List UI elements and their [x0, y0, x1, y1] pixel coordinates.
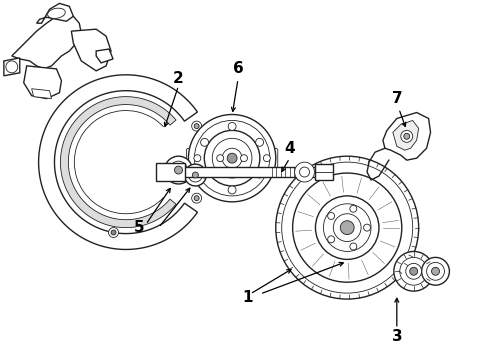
Circle shape [364, 224, 370, 231]
Circle shape [410, 267, 417, 275]
Circle shape [189, 114, 276, 202]
Text: 2: 2 [173, 71, 184, 86]
Text: 7: 7 [392, 91, 402, 106]
Circle shape [401, 130, 413, 142]
Circle shape [194, 123, 199, 129]
Circle shape [193, 172, 198, 178]
Text: 4: 4 [284, 141, 295, 156]
Circle shape [282, 162, 413, 293]
Circle shape [174, 166, 182, 174]
FancyBboxPatch shape [156, 163, 185, 181]
Circle shape [350, 205, 357, 212]
Circle shape [400, 257, 428, 285]
Ellipse shape [48, 8, 65, 18]
Circle shape [192, 193, 201, 203]
Text: 6: 6 [233, 61, 244, 76]
Circle shape [228, 186, 236, 194]
Polygon shape [96, 49, 113, 63]
Polygon shape [4, 58, 20, 76]
Polygon shape [12, 13, 81, 69]
Circle shape [299, 167, 310, 177]
Circle shape [200, 138, 209, 146]
FancyBboxPatch shape [187, 148, 278, 168]
Circle shape [340, 221, 354, 235]
Circle shape [194, 155, 201, 162]
Circle shape [350, 243, 357, 250]
Polygon shape [39, 75, 197, 249]
Text: 5: 5 [133, 220, 144, 235]
Circle shape [109, 228, 119, 238]
Circle shape [323, 204, 371, 251]
Circle shape [293, 173, 402, 282]
Circle shape [432, 267, 440, 275]
Polygon shape [72, 29, 111, 71]
Circle shape [406, 264, 421, 279]
Circle shape [212, 138, 252, 178]
Circle shape [256, 170, 264, 178]
Circle shape [256, 138, 264, 146]
Circle shape [276, 156, 418, 299]
Circle shape [200, 170, 209, 178]
Circle shape [192, 121, 201, 131]
Circle shape [404, 133, 410, 139]
Circle shape [427, 262, 444, 280]
Text: 3: 3 [392, 329, 402, 344]
Circle shape [316, 196, 379, 260]
Circle shape [111, 230, 116, 235]
Circle shape [195, 121, 270, 196]
Circle shape [217, 155, 223, 162]
Circle shape [170, 161, 188, 179]
Circle shape [228, 122, 236, 130]
Circle shape [184, 164, 206, 186]
Circle shape [328, 236, 335, 243]
Circle shape [333, 214, 361, 242]
Circle shape [394, 251, 434, 291]
Circle shape [421, 257, 449, 285]
Circle shape [328, 212, 335, 220]
Circle shape [294, 162, 315, 182]
Polygon shape [60, 96, 176, 228]
FancyBboxPatch shape [159, 167, 329, 177]
Polygon shape [24, 66, 61, 99]
Circle shape [227, 153, 237, 163]
Polygon shape [37, 3, 74, 23]
Circle shape [6, 61, 18, 73]
Text: 1: 1 [243, 289, 253, 305]
Circle shape [222, 148, 242, 168]
Circle shape [241, 155, 247, 162]
Polygon shape [393, 121, 418, 150]
Circle shape [194, 196, 199, 201]
Polygon shape [32, 89, 51, 99]
Polygon shape [383, 113, 431, 160]
Circle shape [204, 130, 260, 186]
Circle shape [165, 156, 193, 184]
Circle shape [263, 155, 270, 162]
Circle shape [189, 168, 202, 182]
FancyBboxPatch shape [316, 164, 333, 180]
